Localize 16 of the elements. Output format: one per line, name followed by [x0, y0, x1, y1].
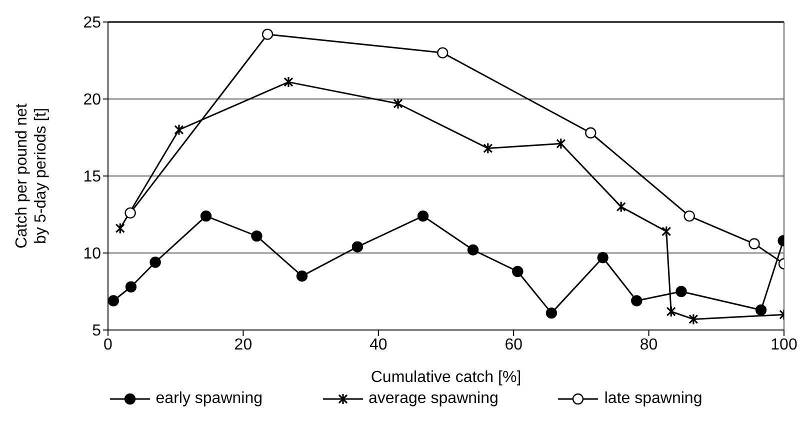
legend-label: average spawning — [368, 390, 498, 408]
y-tick-label: 25 — [83, 14, 102, 32]
y-tick-label: 20 — [83, 92, 102, 109]
x-tick-label: 40 — [370, 336, 388, 354]
y-tick-label: 15 — [83, 168, 102, 186]
x-axis-title: Cumulative catch [%] — [370, 369, 522, 386]
x-tick-label: 0 — [104, 336, 113, 354]
legend-label: late spawning — [604, 390, 702, 408]
x-tick-label: 100 — [770, 336, 798, 354]
x-tick-label: 20 — [234, 336, 252, 354]
x-tick-label: 60 — [504, 336, 523, 354]
y-tick-label: 5 — [92, 322, 102, 340]
y-tick-label: 10 — [83, 246, 102, 263]
y-axis-title: Catch per pound net by 5-day periods [t] — [14, 102, 50, 248]
x-tick-label: 80 — [640, 336, 658, 354]
legend-label: early spawning — [156, 390, 262, 408]
